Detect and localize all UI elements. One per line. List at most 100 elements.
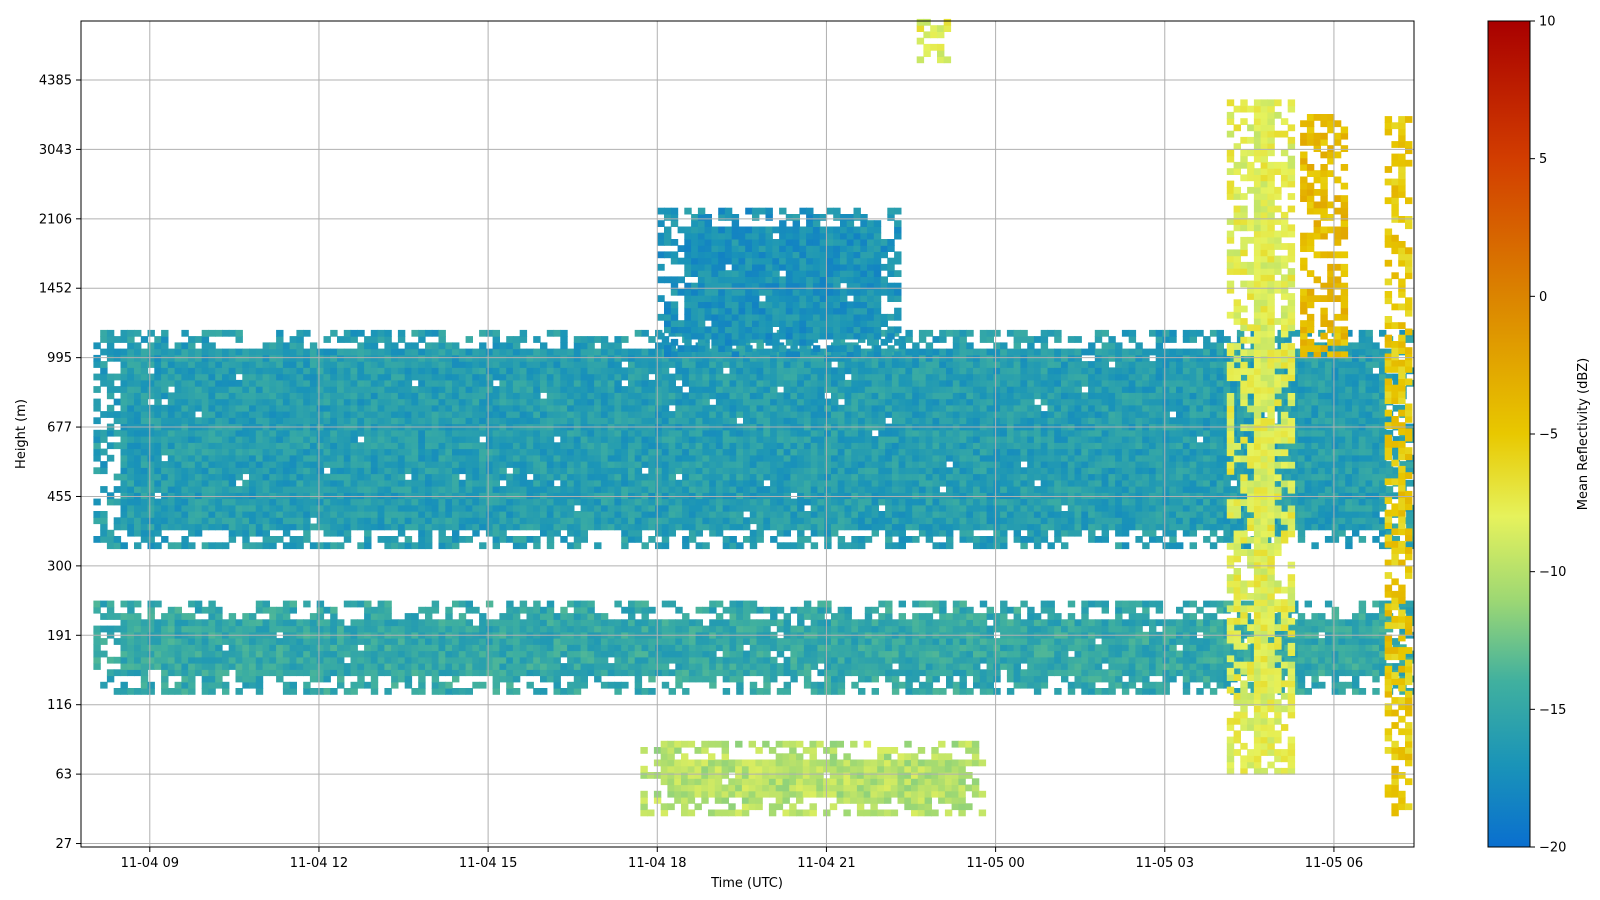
reflectivity-cell <box>912 379 920 387</box>
reflectivity-cell <box>668 429 676 437</box>
reflectivity-cell <box>472 417 480 425</box>
reflectivity-cell <box>1006 329 1015 337</box>
reflectivity-cell <box>560 367 568 375</box>
reflectivity-cell <box>519 404 528 412</box>
reflectivity-cell <box>1000 467 1008 475</box>
reflectivity-cell <box>1013 329 1021 337</box>
reflectivity-cell <box>134 392 142 400</box>
reflectivity-cell <box>289 461 297 468</box>
reflectivity-cell <box>228 386 237 393</box>
reflectivity-cell <box>533 392 541 400</box>
reflectivity-cell <box>898 354 906 362</box>
reflectivity-cell <box>506 429 514 437</box>
reflectivity-cell <box>776 486 785 493</box>
reflectivity-cell <box>648 386 656 393</box>
reflectivity-cell <box>445 404 453 412</box>
reflectivity-cell <box>533 473 541 481</box>
reflectivity-cell <box>824 498 832 506</box>
reflectivity-cell <box>959 392 967 400</box>
reflectivity-cell <box>1162 367 1170 375</box>
reflectivity-cell <box>736 473 744 481</box>
reflectivity-cell <box>1074 404 1082 412</box>
reflectivity-cell <box>858 361 866 368</box>
reflectivity-cell <box>668 379 676 387</box>
reflectivity-cell <box>546 348 555 356</box>
reflectivity-cell <box>147 479 155 487</box>
reflectivity-cell <box>479 373 487 381</box>
reflectivity-cell <box>161 523 169 531</box>
reflectivity-cell <box>370 404 379 412</box>
reflectivity-cell <box>316 361 325 368</box>
reflectivity-cell <box>844 392 852 400</box>
reflectivity-cell <box>485 386 494 393</box>
reflectivity-cell <box>1033 504 1042 512</box>
reflectivity-cell <box>729 517 737 525</box>
reflectivity-cell <box>533 354 541 362</box>
reflectivity-cell <box>824 523 832 531</box>
reflectivity-cell <box>479 392 487 400</box>
reflectivity-cell <box>397 498 406 506</box>
reflectivity-cell <box>161 354 169 362</box>
reflectivity-cell <box>715 454 724 462</box>
reflectivity-cell <box>485 442 494 450</box>
reflectivity-cell <box>986 429 994 437</box>
reflectivity-cell <box>682 354 690 362</box>
reflectivity-cell <box>120 542 128 550</box>
reflectivity-cell <box>655 386 663 393</box>
reflectivity-cell <box>269 523 277 531</box>
reflectivity-cell <box>276 348 284 356</box>
reflectivity-cell <box>607 429 616 437</box>
reflectivity-cell <box>330 398 338 406</box>
reflectivity-cell <box>262 411 270 418</box>
reflectivity-cell <box>885 448 893 456</box>
reflectivity-cell <box>445 411 453 418</box>
reflectivity-cell <box>1135 511 1143 518</box>
reflectivity-cell <box>580 517 588 525</box>
reflectivity-cell <box>628 386 636 393</box>
reflectivity-cell <box>790 511 798 518</box>
reflectivity-cell <box>573 354 582 362</box>
reflectivity-cell <box>1020 504 1028 512</box>
reflectivity-cell <box>966 386 974 393</box>
reflectivity-cell <box>986 411 994 418</box>
reflectivity-cell <box>783 461 791 468</box>
reflectivity-cell <box>790 354 798 362</box>
reflectivity-cell <box>932 461 940 468</box>
reflectivity-cell <box>1000 479 1008 487</box>
reflectivity-cell <box>1121 329 1130 337</box>
reflectivity-cell <box>1149 517 1157 525</box>
reflectivity-cell <box>763 492 771 500</box>
reflectivity-cell <box>377 504 385 512</box>
reflectivity-cell <box>871 436 879 443</box>
reflectivity-cell <box>1094 511 1103 518</box>
reflectivity-cell <box>282 436 291 443</box>
reflectivity-cell <box>255 523 264 531</box>
reflectivity-cell <box>452 486 460 493</box>
reflectivity-cell <box>1006 398 1015 406</box>
reflectivity-cell <box>573 417 582 425</box>
reflectivity-cell <box>391 373 399 381</box>
reflectivity-cell <box>682 473 690 481</box>
reflectivity-cell <box>655 517 663 525</box>
reflectivity-cell <box>573 467 582 475</box>
reflectivity-cell <box>932 486 940 493</box>
reflectivity-cell <box>106 379 115 387</box>
reflectivity-cell <box>553 461 561 468</box>
reflectivity-cell <box>858 354 866 362</box>
reflectivity-cell <box>905 348 913 356</box>
reflectivity-cell <box>1115 379 1123 387</box>
reflectivity-cell <box>925 436 934 443</box>
reflectivity-cell <box>912 373 920 381</box>
reflectivity-cell <box>343 442 352 450</box>
reflectivity-cell <box>479 498 487 506</box>
reflectivity-cell <box>546 386 555 393</box>
reflectivity-cell <box>519 398 528 406</box>
reflectivity-cell <box>458 379 467 387</box>
reflectivity-cell <box>621 392 629 400</box>
reflectivity-cell <box>587 473 595 481</box>
reflectivity-cell <box>458 511 467 518</box>
reflectivity-cell <box>614 479 622 487</box>
reflectivity-cell <box>364 454 372 462</box>
reflectivity-cell <box>567 379 575 387</box>
reflectivity-cell <box>628 417 636 425</box>
